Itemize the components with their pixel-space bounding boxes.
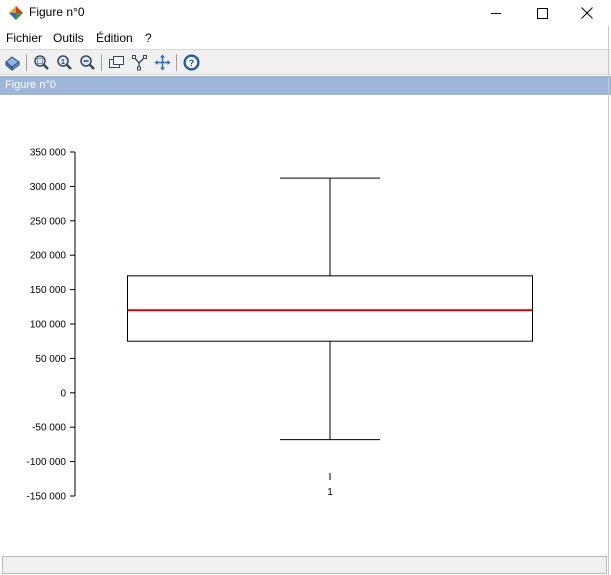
menu-bar: Fichier Outils Édition ? <box>0 29 611 48</box>
datatip-button[interactable] <box>107 53 125 71</box>
y-tick-label: 100 000 <box>30 320 67 331</box>
y-tick-label: 350 000 <box>30 148 67 159</box>
minimize-icon <box>490 12 501 14</box>
datatip-icon <box>108 55 124 68</box>
data-editor-button[interactable] <box>130 53 148 71</box>
menu-edition[interactable]: Édition <box>96 31 133 45</box>
figure-header: Figure n°0 <box>0 76 611 95</box>
y-tick-label: 200 000 <box>30 251 67 262</box>
window-title: Figure n°0 <box>29 5 85 19</box>
y-tick-label: 50 000 <box>35 354 66 365</box>
svg-text:1: 1 <box>61 58 65 65</box>
svg-text:?: ? <box>188 58 194 68</box>
y-tick-label: -100 000 <box>27 457 67 468</box>
x-tick-label: 1 <box>327 487 333 498</box>
y-tick-label: 150 000 <box>30 285 67 296</box>
x-axis: 1 <box>327 473 333 498</box>
rotate-button[interactable] <box>3 53 21 71</box>
menu-fichier[interactable]: Fichier <box>6 31 43 45</box>
toolbar-separator <box>101 54 102 71</box>
figure-label: Figure n°0 <box>5 79 56 91</box>
maximize-button[interactable] <box>519 0 565 26</box>
toolbar-separator <box>176 54 177 71</box>
close-icon <box>581 7 593 19</box>
pan-button[interactable] <box>153 53 171 71</box>
y-tick-label: 250 000 <box>30 216 67 227</box>
menu-help[interactable]: ? <box>145 31 152 45</box>
zoom-button[interactable] <box>32 53 50 71</box>
minimize-button[interactable] <box>473 0 519 26</box>
zoom-reset-button[interactable]: 1 <box>55 53 73 71</box>
scilab-logo-icon <box>9 6 23 20</box>
maximize-icon <box>536 7 548 19</box>
toolbar-separator <box>26 54 27 71</box>
help-icon: ? <box>183 54 199 70</box>
y-tick-label: -150 000 <box>27 492 67 503</box>
help-button[interactable]: ? <box>182 53 200 71</box>
title-bar: Figure n°0 <box>0 0 611 26</box>
window-border <box>608 26 609 575</box>
data-editor-icon <box>131 54 147 70</box>
y-tick-label: 300 000 <box>30 182 67 193</box>
zoom-reset-icon: 1 <box>56 54 72 70</box>
menu-outils[interactable]: Outils <box>53 31 84 45</box>
pan-icon <box>154 54 170 70</box>
y-axis: 350 000 300 000 250 000 200 000 150 000 100 0… <box>27 148 76 503</box>
zoom-out-icon <box>79 54 95 70</box>
boxes <box>127 177 533 441</box>
y-tick-label: -50 000 <box>32 423 66 434</box>
y-tick-label: 0 <box>60 388 66 399</box>
rotate-icon <box>4 55 20 71</box>
status-bar <box>2 556 607 574</box>
toolbar: 1 <box>0 49 611 75</box>
zoom-icon <box>33 54 49 70</box>
zoom-out-button[interactable] <box>78 53 96 71</box>
box-iqr <box>127 275 533 342</box>
close-button[interactable] <box>564 0 610 26</box>
